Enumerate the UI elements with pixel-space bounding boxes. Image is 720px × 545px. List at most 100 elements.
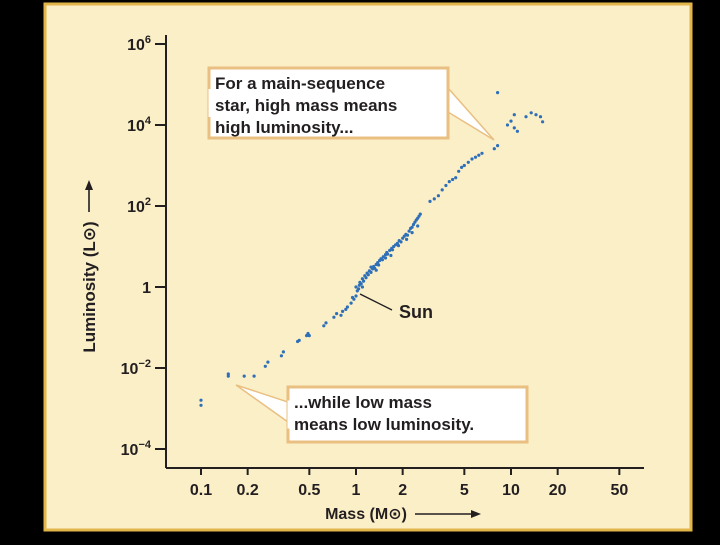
data-point: [339, 313, 343, 317]
callout-high-mass-text: For a main-sequence star, high mass means…: [215, 74, 397, 137]
x-tick-label: 0.5: [298, 482, 320, 499]
data-point: [416, 224, 420, 228]
data-point: [380, 258, 384, 262]
data-point: [418, 212, 422, 216]
data-point: [512, 126, 516, 130]
data-point: [440, 188, 444, 192]
data-point: [389, 253, 393, 258]
data-point: [354, 294, 358, 298]
data-point: [345, 305, 349, 309]
callout-high-mass-box: [207, 66, 450, 140]
data-point: [364, 276, 368, 280]
data-point: [199, 403, 203, 407]
data-point: [457, 169, 461, 173]
x-tick-label: 50: [610, 482, 628, 499]
data-point: [405, 237, 409, 241]
data-point: [436, 194, 440, 198]
data-point: [322, 324, 326, 328]
data-point: [444, 183, 448, 188]
data-point: [383, 256, 388, 260]
y-tick-label: 1: [142, 280, 151, 297]
data-point: [460, 165, 464, 169]
data-point: [399, 240, 403, 244]
x-axis-arrowhead: [471, 510, 481, 518]
y-tick-label: 10−2: [121, 358, 151, 378]
data-point: [534, 113, 538, 117]
data-point: [388, 248, 392, 252]
data-point: [447, 180, 451, 184]
data-point: [199, 398, 203, 402]
data-point: [496, 144, 500, 148]
data-point: [396, 244, 401, 248]
data-point: [410, 225, 414, 229]
data-point: [307, 334, 311, 338]
data-point: [324, 321, 328, 325]
data-point: [297, 338, 301, 342]
data-point: [541, 120, 545, 124]
y-axis-label: Luminosity (L⊙): [80, 221, 99, 352]
data-point: [390, 248, 395, 252]
data-point: [538, 115, 543, 119]
x-tick-label: 10: [502, 482, 520, 499]
data-point: [369, 265, 373, 269]
data-point: [242, 374, 246, 378]
x-tick-label: 0.1: [190, 482, 212, 499]
data-point: [473, 155, 478, 159]
data-point: [477, 153, 481, 157]
data-point: [360, 277, 364, 281]
data-point: [354, 285, 358, 289]
data-point: [432, 197, 436, 201]
y-tick-label: 104: [127, 115, 152, 135]
data-point: [352, 297, 356, 301]
data-point: [428, 199, 432, 203]
data-point: [362, 279, 366, 283]
y-tick-label: 102: [127, 196, 151, 216]
data-point: [332, 315, 336, 319]
data-point: [410, 231, 414, 235]
data-point: [462, 163, 466, 168]
data-point: [369, 270, 373, 274]
data-point: [252, 374, 256, 378]
x-tick-label: 1: [352, 482, 361, 499]
data-point: [407, 229, 411, 233]
data-point: [359, 282, 363, 286]
data-point: [454, 176, 458, 180]
x-axis-label: Mass (M⊙): [325, 506, 407, 523]
data-point: [344, 307, 348, 311]
data-point: [480, 151, 484, 155]
y-tick-label: 10−4: [121, 439, 152, 459]
data-point: [374, 268, 378, 272]
data-point: [451, 177, 455, 182]
data-point: [263, 364, 267, 368]
y-tick-label: 106: [127, 34, 151, 54]
y-axis-arrowhead: [85, 180, 93, 190]
data-point: [512, 113, 516, 117]
data-point: [505, 123, 510, 127]
data-point: [341, 309, 345, 313]
data-point: [386, 252, 390, 256]
data-point: [405, 233, 410, 237]
data-point: [466, 160, 470, 164]
data-point: [411, 222, 416, 227]
x-tick-label: 20: [549, 482, 567, 499]
data-point: [360, 285, 364, 289]
data-point: [366, 273, 370, 277]
data-point: [509, 119, 513, 123]
data-point: [349, 301, 353, 305]
data-point: [376, 261, 380, 265]
x-tick-label: 5: [460, 482, 469, 499]
data-point: [529, 111, 533, 115]
data-point: [496, 91, 500, 95]
data-point: [524, 115, 528, 119]
sun-label: Sun: [399, 302, 433, 322]
data-point: [266, 360, 270, 364]
data-point: [492, 147, 496, 151]
x-tick-label: 2: [398, 482, 407, 499]
data-point: [470, 157, 474, 161]
data-point: [515, 129, 520, 133]
data-point: [226, 372, 230, 376]
data-point: [281, 350, 285, 354]
x-tick-label: 0.2: [237, 482, 259, 499]
